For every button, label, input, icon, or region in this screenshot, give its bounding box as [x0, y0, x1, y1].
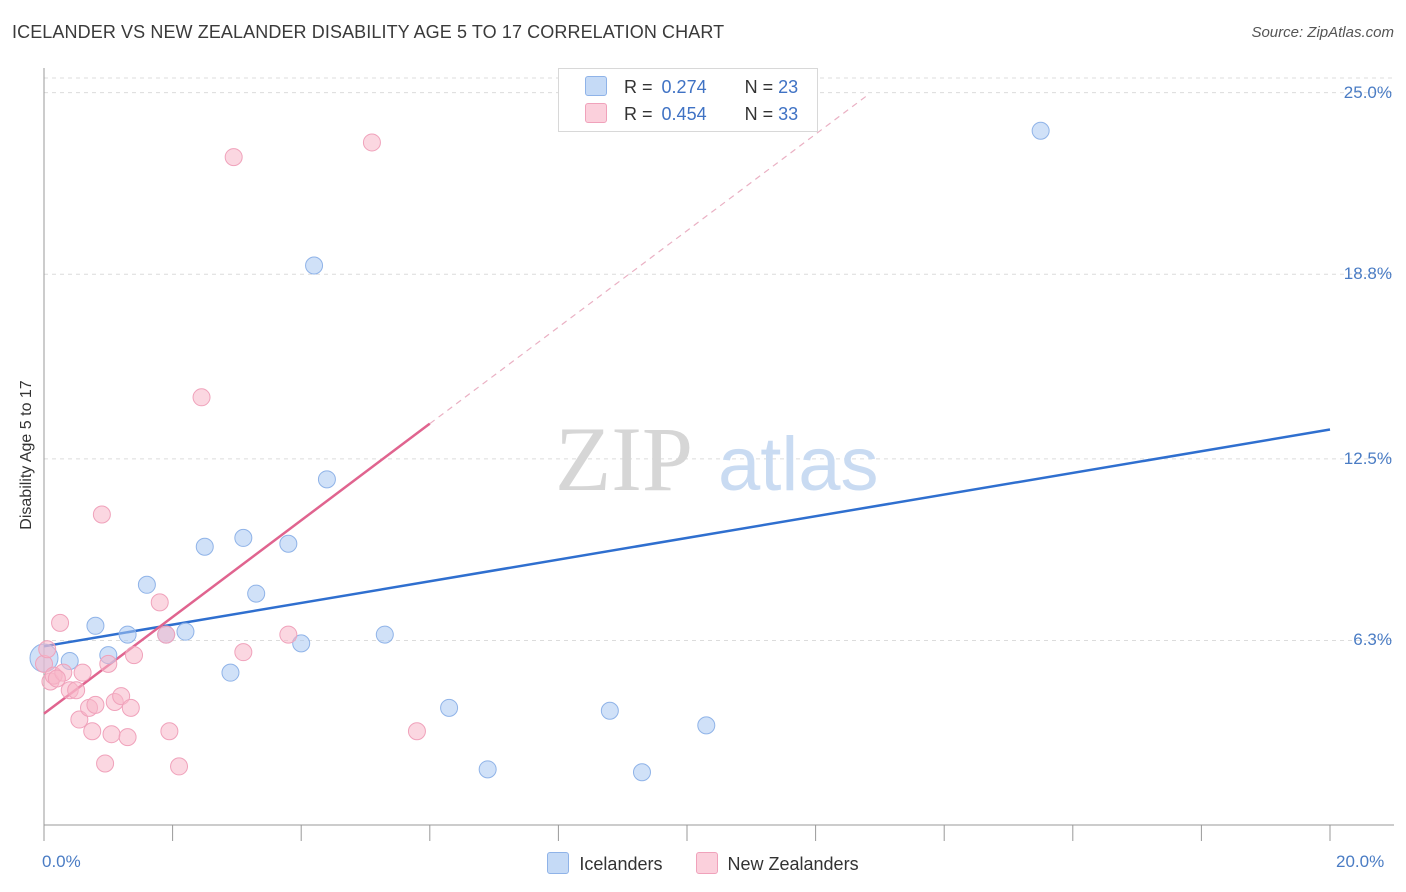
- new-zealander-point: [118, 728, 137, 747]
- icelander-point: [234, 528, 253, 547]
- new-zealander-point: [67, 681, 86, 700]
- icelander-point: [478, 760, 497, 779]
- legend-r-value: 0.274: [661, 77, 707, 97]
- new-zealander-point: [47, 669, 66, 688]
- icelander-point: [600, 701, 619, 720]
- y-tick-label: 25.0%: [1343, 82, 1392, 102]
- y-tick-label: 18.8%: [1343, 264, 1392, 284]
- icelander-point: [279, 534, 298, 553]
- legend-n-label: N =: [744, 77, 774, 97]
- legend-item-icelanders[interactable]: Icelanders: [547, 852, 662, 875]
- series-legend: Icelanders New Zealanders: [0, 852, 1406, 875]
- legend-icon-new-zealanders: [695, 852, 718, 874]
- new-zealander-point: [170, 757, 189, 776]
- correlation-legend: R = 0.274 N = 23 R = 0.454 N = 33: [558, 68, 818, 132]
- new-zealander-trend-extension: [429, 95, 868, 425]
- icelander-trend-line: [43, 428, 1331, 648]
- icelander-point: [176, 622, 195, 641]
- new-zealander-point: [160, 722, 179, 741]
- new-zealander-point: [86, 695, 105, 714]
- watermark-zip: ZIP: [555, 408, 693, 510]
- data-points: [29, 121, 1050, 782]
- new-zealander-point: [92, 505, 111, 524]
- icelander-point: [292, 634, 311, 653]
- new-zealander-point: [125, 646, 144, 665]
- icelander-point: [1031, 121, 1050, 140]
- trend-lines: [43, 95, 1331, 715]
- new-zealander-point: [121, 698, 140, 717]
- icelander-point: [632, 763, 651, 782]
- new-zealander-point: [70, 710, 89, 729]
- legend-icon-icelanders: [547, 852, 570, 874]
- new-zealander-point: [102, 725, 121, 744]
- new-zealander-point: [234, 643, 253, 662]
- source-label: Source: ZipAtlas.com: [1251, 24, 1394, 41]
- watermark-atlas: atlas: [718, 422, 879, 507]
- legend-label-icelanders: Icelanders: [579, 854, 663, 874]
- icelander-point: [375, 625, 394, 644]
- legend-n-label: N =: [744, 104, 774, 124]
- icelander-point: [86, 616, 105, 635]
- icelander-point: [118, 625, 137, 644]
- legend-r-label: R =: [624, 104, 653, 124]
- legend-r-label: R =: [624, 77, 653, 97]
- new-zealander-point: [112, 687, 131, 706]
- new-zealander-point: [99, 654, 118, 673]
- new-zealander-point: [73, 663, 92, 682]
- new-zealander-point: [150, 593, 169, 612]
- icelander-point: [305, 256, 324, 275]
- y-tick-label: 6.3%: [1353, 630, 1392, 650]
- new-zealander-point: [51, 613, 70, 632]
- icelander-point: [221, 663, 240, 682]
- icelander-point: [440, 698, 459, 717]
- axes: [43, 68, 1394, 841]
- legend-item-new-zealanders[interactable]: New Zealanders: [695, 852, 859, 875]
- x-tick-min: 0.0%: [42, 852, 81, 871]
- x-tick-max: 20.0%: [1336, 852, 1385, 871]
- legend-r-value: 0.454: [661, 104, 707, 124]
- legend-label-new-zealanders: New Zealanders: [727, 854, 859, 874]
- new-zealander-point: [157, 625, 176, 644]
- new-zealander-point: [38, 640, 57, 659]
- new-zealander-point: [362, 133, 381, 152]
- gridlines: [44, 77, 1394, 641]
- legend-n-value: 33: [778, 104, 799, 124]
- icelander-point: [317, 470, 336, 489]
- legend-swatch-icelanders: [585, 76, 607, 96]
- chart-title: ICELANDER VS NEW ZEALANDER DISABILITY AG…: [12, 22, 725, 42]
- new-zealander-point: [96, 754, 115, 773]
- y-tick-label: 12.5%: [1343, 448, 1392, 468]
- legend-swatch-new-zealanders: [585, 103, 607, 123]
- new-zealander-point: [224, 148, 243, 167]
- legend-n-value: 23: [778, 77, 799, 97]
- new-zealander-point: [192, 388, 211, 407]
- icelander-point: [247, 584, 266, 603]
- icelander-point: [697, 716, 716, 735]
- legend-row-new-zealanders: R = 0.454 N = 33: [585, 103, 798, 127]
- new-zealander-point: [83, 722, 102, 741]
- new-zealander-point: [279, 625, 298, 644]
- icelander-point: [137, 575, 156, 594]
- icelander-point: [195, 537, 214, 556]
- legend-row-icelanders: R = 0.274 N = 23: [585, 76, 798, 100]
- new-zealander-point: [407, 722, 426, 741]
